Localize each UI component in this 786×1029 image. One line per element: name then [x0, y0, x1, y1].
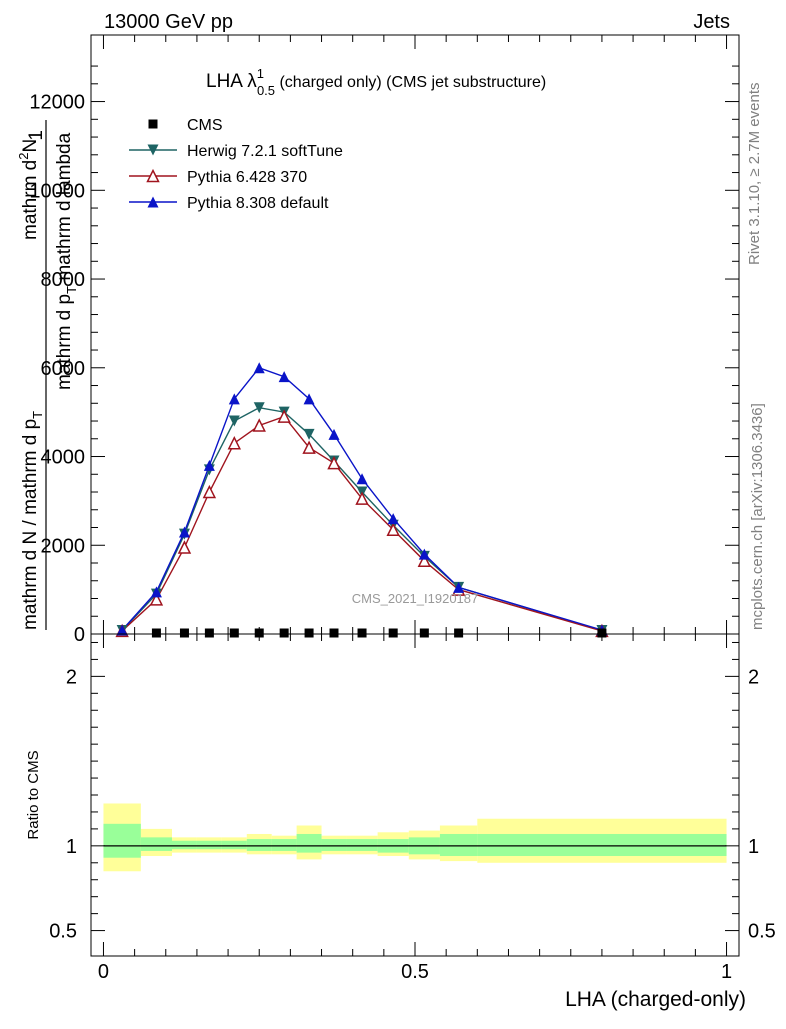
series-point: [388, 628, 398, 638]
series-point: [150, 586, 162, 598]
series-point: [116, 624, 128, 636]
series-point: [418, 548, 430, 560]
series-point: [327, 455, 341, 470]
legend-marker: [147, 144, 159, 156]
header-left: 13000 GeV pp: [104, 11, 233, 33]
series-point: [203, 459, 215, 471]
series-point: [204, 628, 214, 638]
main-ytick-label: 0: [74, 624, 85, 646]
main-ytick-label: 8000: [41, 269, 86, 291]
main-plot-ticks: 0 2000 4000 6000 8000 10000 12000: [29, 35, 739, 646]
series-point: [302, 440, 316, 454]
ratio-band-inner: [296, 833, 322, 853]
series-point: [252, 418, 266, 432]
ratio-xtick-label: 0: [98, 961, 109, 983]
series-line: [121, 366, 603, 631]
series-point: [277, 409, 291, 423]
ratio-plot-ylabel: Ratio to CMS: [25, 750, 42, 839]
series-point: [303, 393, 315, 405]
ratio-xtick-label: 1: [721, 961, 732, 983]
series-point: [329, 628, 339, 638]
ratio-band-inner: [103, 823, 141, 858]
series-point: [279, 628, 289, 638]
ratio-plot-xlabel: LHA (charged-only): [565, 988, 746, 1011]
series-line: [121, 415, 603, 632]
main-ytick-label: 10000: [29, 180, 85, 202]
ratio-ytick-label: 1: [66, 836, 77, 858]
ratio-band-inner: [221, 840, 247, 850]
series-point: [228, 393, 240, 405]
ratio-band-inner: [321, 839, 347, 851]
ratio-band-inner: [196, 840, 222, 850]
series-point: [419, 628, 429, 638]
series-point: [202, 484, 217, 499]
ratio-ytick-label: 2: [66, 666, 77, 688]
series-point: [303, 428, 315, 440]
legend-marker: [146, 168, 160, 183]
ratio-ytick-label: 0.5: [49, 921, 77, 943]
header-right: Jets: [693, 11, 730, 33]
ratio-plot-ticks: 0.5 0.5 1 1 2 2 0 0.5 1: [49, 634, 776, 983]
series-point: [597, 628, 607, 638]
svg-text:mathrm d N / mathrm d pT: mathrm d N / mathrm d pT: [20, 411, 45, 630]
series-point: [149, 592, 164, 606]
legend-label: CMS: [187, 117, 223, 134]
main-plot-title: LHA λ1 0.5 (charged only) (CMS jet substr…: [206, 66, 546, 98]
series-point: [417, 553, 432, 568]
main-plot-ylabel: 1 mathrm d N / mathrm d pT mathrm d2N ma…: [16, 120, 79, 630]
series-point: [253, 362, 265, 374]
ratio-band-inner: [439, 833, 478, 857]
mcplots-label: mcplots.cern.ch [arXiv:1306.3436]: [749, 403, 766, 630]
legend-label: Herwig 7.2.1 softTune: [187, 143, 343, 160]
legend-label: Pythia 6.428 370: [187, 169, 307, 186]
series-point: [178, 526, 190, 538]
series-point: [179, 628, 189, 638]
series-point: [356, 473, 368, 485]
svg-text:1: 1: [26, 130, 47, 141]
legend-marker: [148, 119, 158, 129]
main-ytick-label: 12000: [29, 92, 85, 114]
ratio-ytick-label-right: 0.5: [748, 921, 776, 943]
series-point: [453, 581, 465, 593]
ratio-bands: [103, 803, 727, 872]
legend-marker: [147, 196, 159, 208]
series-point: [151, 628, 161, 638]
ratio-ytick-label-right: 1: [748, 836, 759, 858]
series-point: [253, 402, 265, 414]
series-point: [328, 428, 340, 440]
main-ytick-label: 2000: [41, 535, 86, 557]
svg-text:mathrm d2N: mathrm d2N: [16, 139, 41, 240]
series-point: [254, 628, 264, 638]
ratio-xtick-label: 0.5: [401, 961, 429, 983]
ratio-band-inner: [346, 839, 378, 851]
series-point: [229, 628, 239, 638]
series-point: [454, 628, 464, 638]
series-point: [387, 513, 399, 525]
ratio-band-inner: [477, 833, 727, 857]
ratio-band-inner: [246, 839, 272, 851]
legend: CMS Herwig 7.2.1 softTune Pythia 6.428 370…: [129, 117, 343, 212]
series-point: [355, 491, 369, 505]
ratio-ytick-label-right: 2: [748, 666, 759, 688]
series-point: [357, 628, 367, 638]
series-point: [227, 436, 242, 450]
series-point: [278, 371, 290, 383]
main-plot-series: [115, 362, 609, 638]
analysis-watermark: CMS_2021_I1920187: [352, 591, 479, 606]
series-point: [177, 540, 192, 554]
svg-text:mathrm d pT mathrm d lambda: mathrm d pT mathrm d lambda: [54, 132, 79, 390]
series-point: [386, 522, 400, 536]
ratio-plot-frame: [90, 633, 740, 957]
rivet-label: Rivet 3.1.10, ≥ 2.7M events: [746, 83, 763, 266]
series-point: [228, 415, 240, 427]
ratio-band-inner: [271, 839, 297, 851]
series-point: [304, 628, 314, 638]
legend-label: Pythia 8.308 default: [187, 195, 329, 212]
ratio-band-inner: [172, 840, 197, 850]
main-ytick-label: 6000: [41, 358, 86, 380]
main-ytick-label: 4000: [41, 447, 86, 469]
ratio-band-inner: [140, 837, 172, 851]
